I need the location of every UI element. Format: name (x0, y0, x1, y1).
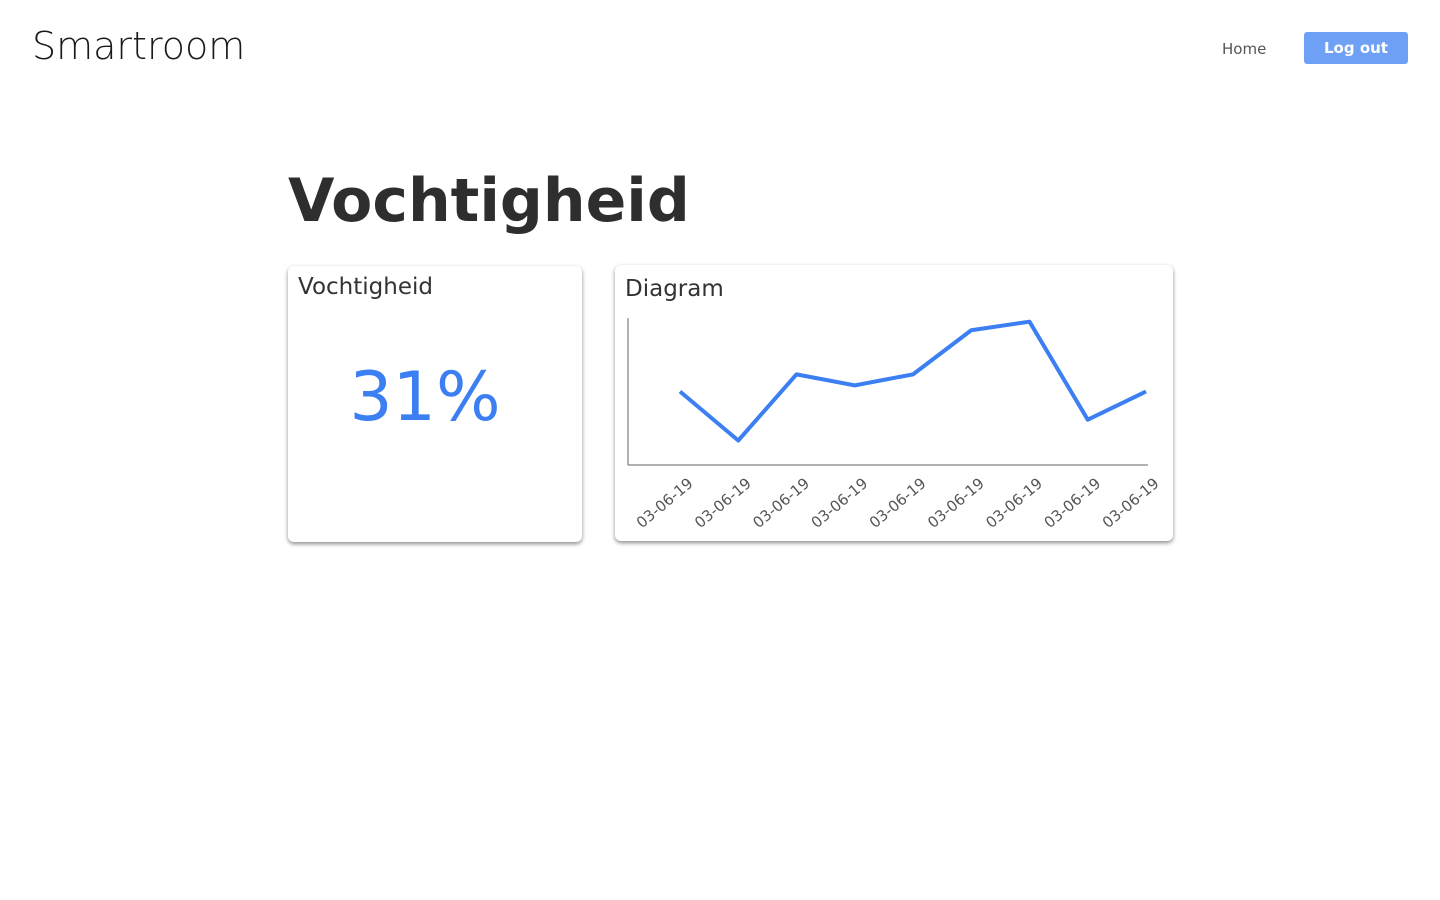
current-value: 31% (349, 358, 501, 437)
value-card: Vochtigheid 31% (288, 266, 582, 542)
x-tick-label: 03-06-19 (866, 474, 930, 532)
chart: 03-06-1903-06-1903-06-1903-06-1903-06-19… (627, 318, 1163, 532)
x-tick-label: 03-06-19 (691, 474, 755, 532)
nav-home[interactable]: Home (1222, 40, 1267, 58)
data-line (678, 319, 1147, 443)
logout-button[interactable]: Log out (1304, 32, 1408, 64)
x-tick-label: 03-06-19 (633, 474, 697, 532)
x-tick-label: 03-06-19 (808, 474, 872, 532)
x-tick-label: 03-06-19 (1041, 474, 1105, 532)
card-title: Vochtigheid (298, 274, 433, 300)
x-tick-label: 03-06-19 (749, 474, 813, 532)
x-tick-label: 03-06-19 (924, 474, 988, 532)
brand: Smartroom (32, 24, 246, 68)
page-title: Vochtigheid (288, 166, 690, 236)
chart-card: Diagram 03-06-19 03-06-19 03-06-19 03-06-19… (615, 265, 1173, 541)
x-tick-label: 03-06-19 (982, 474, 1046, 532)
x-tick-label: 03-06-19 (1099, 474, 1163, 532)
card-title: Diagram (625, 276, 724, 302)
